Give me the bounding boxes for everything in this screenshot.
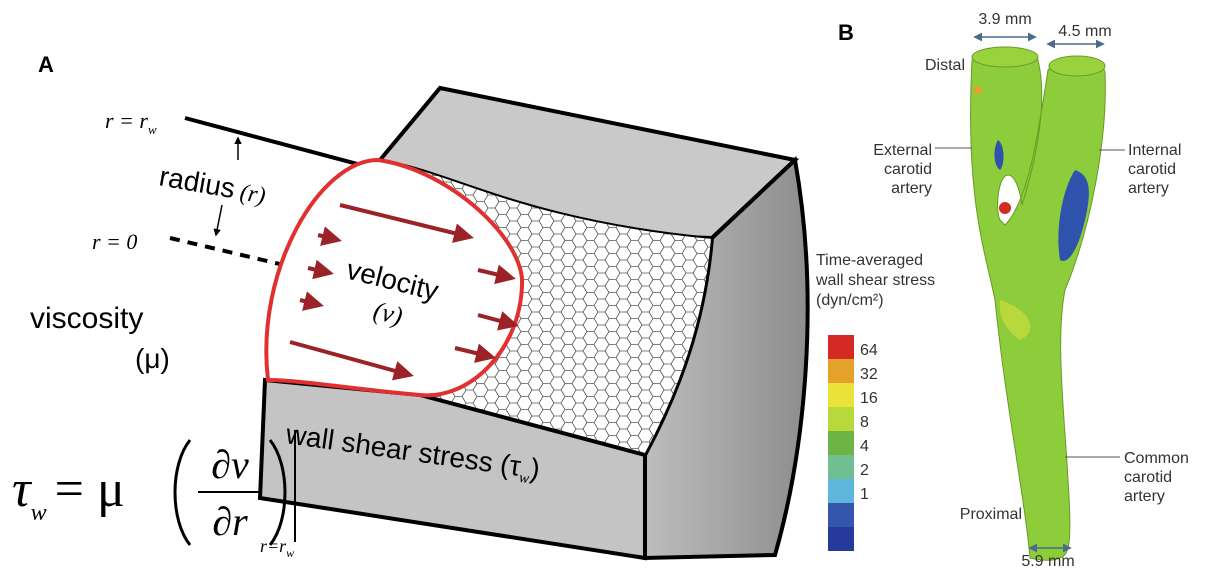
artery-end: [1049, 56, 1105, 76]
colorbar-swatch: [828, 383, 854, 407]
r-wall: r = rw: [105, 108, 157, 137]
artery: [971, 51, 1106, 560]
common-line: artery: [1124, 488, 1165, 505]
external-line: carotid: [884, 161, 932, 178]
colorbar-swatch: [828, 479, 854, 503]
colorbar-swatch: [828, 527, 854, 551]
radius-word: radius(r): [157, 160, 268, 209]
radius-arrow: [216, 205, 222, 235]
common-line: Common: [1124, 450, 1189, 467]
panel-b: B 3.9 mm 4.5 mm 5.9 mm Distal Proximal E…: [815, 11, 1189, 570]
panel-a: A velocity (ν) r = rw radius(r) r = 0 vi…: [12, 52, 808, 560]
internal-line: carotid: [1128, 161, 1176, 178]
colorbar-label: 2: [860, 462, 869, 479]
text: r = r: [105, 108, 148, 133]
subscript: w: [148, 122, 157, 137]
panel-label: B: [838, 20, 854, 45]
figure: A velocity (ν) r = rw radius(r) r = 0 vi…: [0, 0, 1223, 570]
eval-text: r=r: [260, 536, 287, 556]
dim-right: 4.5 mm: [1058, 23, 1111, 40]
viscosity-word: viscosity: [30, 302, 143, 335]
internal-line: artery: [1128, 180, 1169, 197]
r-zero: r = 0: [92, 229, 137, 254]
common-line: carotid: [1124, 469, 1172, 486]
artery-end: [972, 47, 1038, 67]
internal-line: Internal: [1128, 142, 1181, 159]
equation: τw= μ ∂v ∂r r=rw: [12, 430, 295, 560]
high-stress-spot: [999, 202, 1011, 214]
colorbar-swatch: [828, 407, 854, 431]
distal: Distal: [925, 57, 965, 74]
external-line: artery: [891, 180, 932, 197]
denominator: ∂r: [212, 499, 248, 544]
dim-left: 3.9 mm: [978, 11, 1031, 28]
eval-sub: w: [286, 546, 294, 560]
colorbar-label: 32: [860, 366, 878, 383]
colorbar-swatch: [828, 335, 854, 359]
colorbar-swatch: [828, 359, 854, 383]
colorbar-label: 16: [860, 390, 878, 407]
colorbar-title: Time-averaged: [816, 252, 923, 269]
high-stress-spot: [974, 86, 982, 94]
symbol: (r): [238, 180, 267, 210]
eval: r=rw: [260, 536, 294, 560]
panel-label: A: [38, 52, 54, 77]
colorbar-swatch: [828, 503, 854, 527]
dim-bottom: 5.9 mm: [1021, 553, 1074, 570]
numerator: ∂v: [211, 442, 249, 487]
colorbar-swatch: [828, 455, 854, 479]
colorbar-label: 64: [860, 342, 878, 359]
external-line: External: [873, 142, 932, 159]
colorbar: Time-averaged wall shear stress (dyn/cm²) 6…: [815, 252, 935, 551]
center-line: [170, 238, 288, 266]
proximal: Proximal: [960, 506, 1022, 523]
colorbar-label: 1: [860, 486, 869, 503]
colorbar-swatch: [828, 431, 854, 455]
paren: [175, 440, 190, 545]
colorbar-title: wall shear stress: [815, 272, 935, 289]
viscosity-symbol: (μ): [135, 343, 170, 374]
text: radius: [157, 160, 237, 204]
eq-middle: = μ: [55, 461, 125, 518]
colorbar-label: 8: [860, 414, 869, 431]
eq-lhs: τw= μ: [12, 461, 125, 526]
colorbar-label: 4: [860, 438, 869, 455]
colorbar-title: (dyn/cm²): [816, 292, 884, 309]
tau-sub: w: [31, 500, 47, 526]
